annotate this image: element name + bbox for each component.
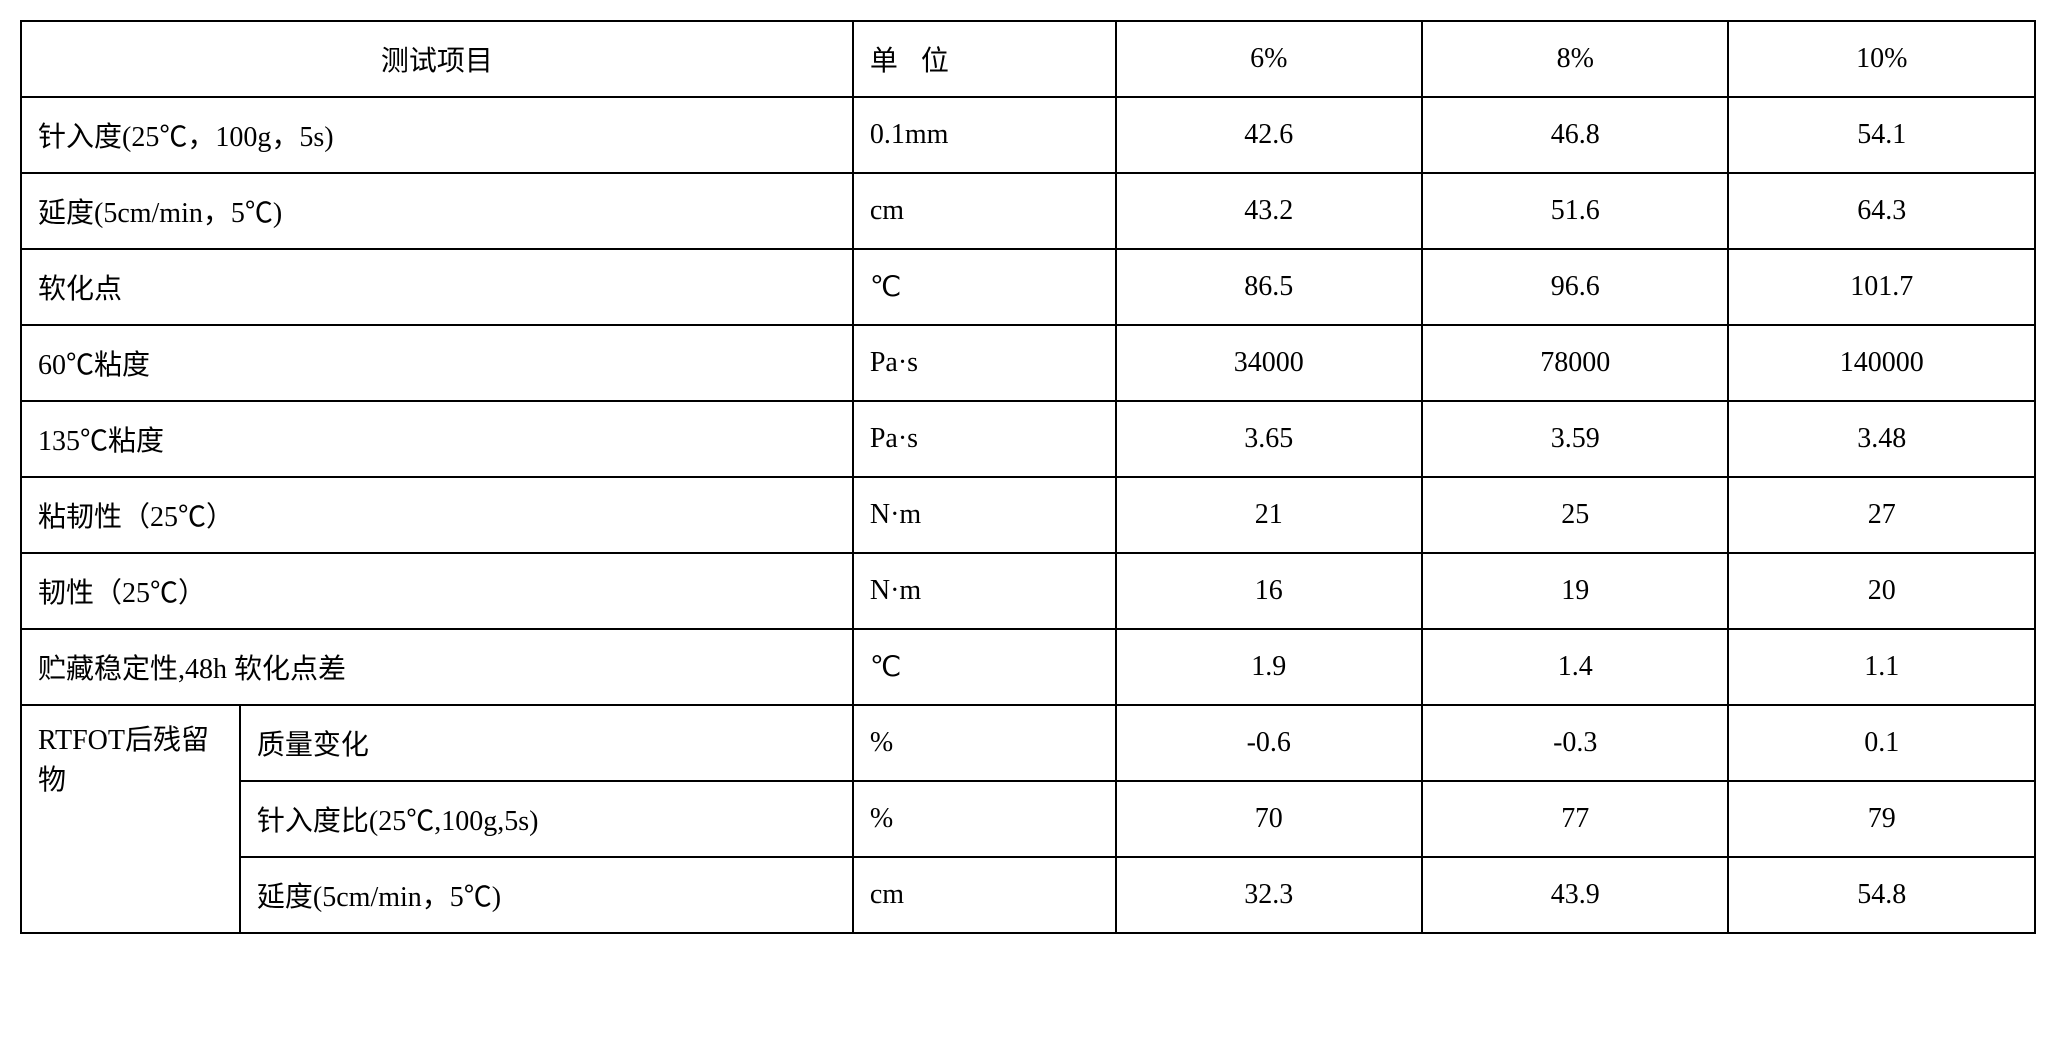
rtfot-value-6: 32.3 xyxy=(1116,857,1422,933)
row-label: 针入度(25℃，100g，5s) xyxy=(21,97,853,173)
row-value-6: 16 xyxy=(1116,553,1422,629)
rtfot-sublabel: 延度(5cm/min，5℃) xyxy=(240,857,853,933)
table-row: 针入度(25℃，100g，5s) 0.1mm 42.6 46.8 54.1 xyxy=(21,97,2035,173)
rtfot-unit: cm xyxy=(853,857,1116,933)
row-label: 软化点 xyxy=(21,249,853,325)
table-row: 135℃粘度 Pa·s 3.65 3.59 3.48 xyxy=(21,401,2035,477)
row-label: 延度(5cm/min，5℃) xyxy=(21,173,853,249)
row-unit: ℃ xyxy=(853,629,1116,705)
rtfot-sublabel: 质量变化 xyxy=(240,705,853,781)
rtfot-unit: % xyxy=(853,705,1116,781)
row-value-6: 86.5 xyxy=(1116,249,1422,325)
row-value-10: 140000 xyxy=(1728,325,2035,401)
rtfot-sublabel: 针入度比(25℃,100g,5s) xyxy=(240,781,853,857)
test-results-table: 测试项目 单 位 6% 8% 10% 针入度(25℃，100g，5s) 0.1m… xyxy=(20,20,2036,934)
row-value-10: 27 xyxy=(1728,477,2035,553)
row-value-6: 34000 xyxy=(1116,325,1422,401)
row-unit: Pa·s xyxy=(853,401,1116,477)
row-label: 粘韧性（25℃） xyxy=(21,477,853,553)
row-value-8: 25 xyxy=(1422,477,1728,553)
rtfot-group-label: RTFOT后残留物 xyxy=(21,705,240,933)
row-value-8: 46.8 xyxy=(1422,97,1728,173)
row-label: 60℃粘度 xyxy=(21,325,853,401)
rtfot-value-8: 77 xyxy=(1422,781,1728,857)
header-pct10: 10% xyxy=(1728,21,2035,97)
table-row: 贮藏稳定性,48h 软化点差 ℃ 1.9 1.4 1.1 xyxy=(21,629,2035,705)
rtfot-value-10: 54.8 xyxy=(1728,857,2035,933)
header-unit: 单 位 xyxy=(853,21,1116,97)
row-value-8: 96.6 xyxy=(1422,249,1728,325)
row-value-8: 51.6 xyxy=(1422,173,1728,249)
row-value-8: 19 xyxy=(1422,553,1728,629)
rtfot-row: 延度(5cm/min，5℃) cm 32.3 43.9 54.8 xyxy=(21,857,2035,933)
row-unit: cm xyxy=(853,173,1116,249)
row-unit: ℃ xyxy=(853,249,1116,325)
row-value-10: 1.1 xyxy=(1728,629,2035,705)
row-value-10: 20 xyxy=(1728,553,2035,629)
row-value-10: 54.1 xyxy=(1728,97,2035,173)
row-value-8: 1.4 xyxy=(1422,629,1728,705)
rtfot-value-8: 43.9 xyxy=(1422,857,1728,933)
row-label: 韧性（25℃） xyxy=(21,553,853,629)
header-test-item: 测试项目 xyxy=(21,21,853,97)
table-row: 韧性（25℃） N·m 16 19 20 xyxy=(21,553,2035,629)
row-value-6: 3.65 xyxy=(1116,401,1422,477)
table-row: 延度(5cm/min，5℃) cm 43.2 51.6 64.3 xyxy=(21,173,2035,249)
rtfot-row: RTFOT后残留物 质量变化 % -0.6 -0.3 0.1 xyxy=(21,705,2035,781)
rtfot-value-10: 0.1 xyxy=(1728,705,2035,781)
rtfot-value-8: -0.3 xyxy=(1422,705,1728,781)
rtfot-value-6: -0.6 xyxy=(1116,705,1422,781)
rtfot-value-6: 70 xyxy=(1116,781,1422,857)
row-unit: N·m xyxy=(853,477,1116,553)
row-unit: 0.1mm xyxy=(853,97,1116,173)
row-value-10: 101.7 xyxy=(1728,249,2035,325)
row-value-6: 42.6 xyxy=(1116,97,1422,173)
header-pct6: 6% xyxy=(1116,21,1422,97)
row-label: 135℃粘度 xyxy=(21,401,853,477)
row-value-6: 1.9 xyxy=(1116,629,1422,705)
row-label: 贮藏稳定性,48h 软化点差 xyxy=(21,629,853,705)
table-header-row: 测试项目 单 位 6% 8% 10% xyxy=(21,21,2035,97)
table-row: 60℃粘度 Pa·s 34000 78000 140000 xyxy=(21,325,2035,401)
rtfot-row: 针入度比(25℃,100g,5s) % 70 77 79 xyxy=(21,781,2035,857)
row-value-8: 78000 xyxy=(1422,325,1728,401)
row-unit: Pa·s xyxy=(853,325,1116,401)
rtfot-unit: % xyxy=(853,781,1116,857)
table-row: 软化点 ℃ 86.5 96.6 101.7 xyxy=(21,249,2035,325)
row-value-6: 43.2 xyxy=(1116,173,1422,249)
header-pct8: 8% xyxy=(1422,21,1728,97)
row-unit: N·m xyxy=(853,553,1116,629)
rtfot-value-10: 79 xyxy=(1728,781,2035,857)
row-value-10: 3.48 xyxy=(1728,401,2035,477)
table-row: 粘韧性（25℃） N·m 21 25 27 xyxy=(21,477,2035,553)
row-value-8: 3.59 xyxy=(1422,401,1728,477)
row-value-10: 64.3 xyxy=(1728,173,2035,249)
row-value-6: 21 xyxy=(1116,477,1422,553)
